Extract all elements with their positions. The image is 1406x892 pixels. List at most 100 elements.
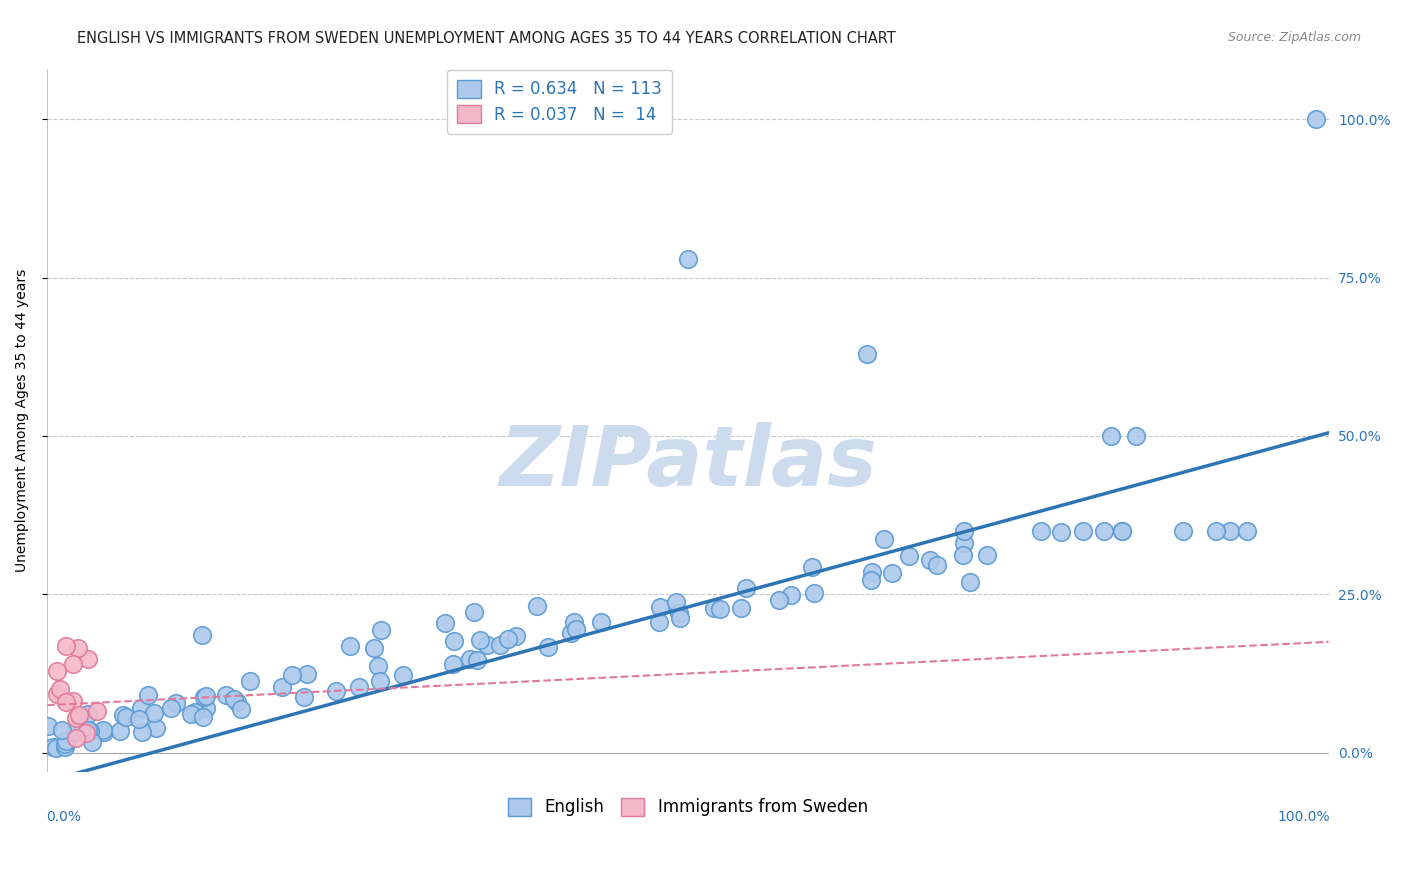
Point — [505, 629, 527, 643]
Point — [1092, 524, 1115, 538]
Point — [780, 588, 803, 602]
Point — [918, 553, 941, 567]
Point — [367, 658, 389, 673]
Text: 0.0%: 0.0% — [46, 810, 80, 824]
Point — [193, 690, 215, 704]
Point — [42, 739, 65, 754]
Point — [115, 710, 138, 724]
Point — [676, 252, 699, 266]
Point — [142, 706, 165, 721]
Point — [53, 737, 76, 751]
Point — [860, 573, 883, 587]
Point — [193, 709, 215, 723]
Text: ENGLISH VS IMMIGRANTS FROM SWEDEN UNEMPLOYMENT AMONG AGES 35 TO 44 YEARS CORRELA: ENGLISH VS IMMIGRANTS FROM SWEDEN UNEMPL… — [77, 31, 896, 46]
Point — [45, 687, 67, 701]
Point — [45, 664, 67, 678]
Point — [1236, 524, 1258, 538]
Point — [368, 674, 391, 689]
Text: 100.0%: 100.0% — [1277, 810, 1330, 824]
Point — [45, 741, 67, 756]
Point — [195, 689, 218, 703]
Point — [160, 701, 183, 715]
Point — [1305, 112, 1327, 127]
Point — [292, 690, 315, 704]
Point — [76, 723, 98, 737]
Point — [537, 640, 560, 655]
Point — [280, 668, 302, 682]
Point — [93, 725, 115, 739]
Point — [229, 701, 252, 715]
Point — [703, 601, 725, 615]
Point — [433, 616, 456, 631]
Point — [1205, 524, 1227, 538]
Point — [67, 707, 90, 722]
Point — [1171, 524, 1194, 538]
Point — [65, 711, 87, 725]
Point — [62, 694, 84, 708]
Point — [184, 705, 207, 719]
Point — [560, 626, 582, 640]
Point — [648, 615, 671, 629]
Point — [709, 601, 731, 615]
Point — [295, 666, 318, 681]
Point — [856, 346, 879, 360]
Point — [86, 704, 108, 718]
Point — [1125, 429, 1147, 443]
Point — [191, 628, 214, 642]
Point — [952, 536, 974, 550]
Point — [108, 724, 131, 739]
Point — [370, 623, 392, 637]
Point — [589, 615, 612, 629]
Point — [801, 560, 824, 574]
Point — [488, 638, 510, 652]
Text: ZIPatlas: ZIPatlas — [499, 422, 877, 503]
Point — [339, 639, 361, 653]
Point — [1049, 525, 1071, 540]
Point — [564, 622, 586, 636]
Point — [129, 701, 152, 715]
Point — [180, 706, 202, 721]
Point — [226, 695, 249, 709]
Point — [55, 733, 77, 747]
Point — [63, 724, 86, 739]
Point — [1219, 524, 1241, 538]
Point — [136, 688, 159, 702]
Point — [49, 682, 72, 697]
Point — [51, 723, 73, 738]
Point — [458, 652, 481, 666]
Point — [880, 566, 903, 580]
Point — [347, 681, 370, 695]
Point — [65, 731, 87, 745]
Y-axis label: Unemployment Among Ages 35 to 44 years: Unemployment Among Ages 35 to 44 years — [15, 268, 30, 572]
Point — [959, 574, 981, 589]
Legend: English, Immigrants from Sweden: English, Immigrants from Sweden — [501, 791, 875, 823]
Point — [952, 548, 974, 562]
Point — [239, 674, 262, 689]
Point — [1111, 524, 1133, 538]
Point — [75, 726, 97, 740]
Point — [735, 581, 758, 595]
Point — [860, 565, 883, 579]
Point — [53, 739, 76, 754]
Point — [953, 524, 976, 538]
Point — [768, 593, 790, 607]
Point — [467, 653, 489, 667]
Point — [112, 707, 135, 722]
Point — [194, 701, 217, 715]
Point — [1111, 524, 1133, 538]
Point — [131, 724, 153, 739]
Point — [976, 548, 998, 562]
Point — [66, 640, 89, 655]
Point — [82, 735, 104, 749]
Point — [62, 657, 84, 671]
Point — [925, 558, 948, 572]
Point — [55, 695, 77, 709]
Point — [477, 639, 499, 653]
Point — [441, 657, 464, 672]
Point — [91, 723, 114, 737]
Point — [55, 639, 77, 653]
Point — [873, 532, 896, 546]
Point — [468, 633, 491, 648]
Point — [363, 641, 385, 656]
Point — [224, 691, 246, 706]
